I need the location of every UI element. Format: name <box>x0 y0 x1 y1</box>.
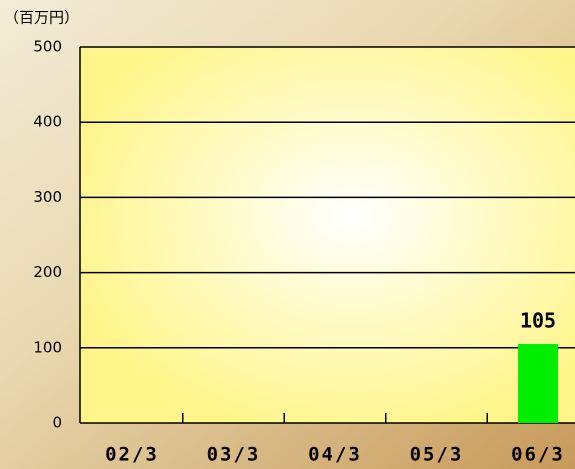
y-tick-label: 200 <box>33 263 62 281</box>
chart: （百万円） 0 100 200 300 400 500 02/3 03/3 04/3 05/3 06… <box>0 0 575 469</box>
y-tick-label: 500 <box>33 38 62 56</box>
x-tick-label: 04/3 <box>308 444 362 466</box>
plot-area <box>80 47 575 423</box>
y-tick-label: 300 <box>33 188 62 206</box>
x-tick-label: 06/3 <box>511 444 565 466</box>
bar <box>518 344 558 423</box>
x-tick-label: 05/3 <box>410 444 464 466</box>
value-label: 105 <box>520 309 556 333</box>
x-tick-label: 02/3 <box>105 444 159 466</box>
x-tick-label: 03/3 <box>207 444 261 466</box>
y-tick-label: 400 <box>33 113 62 131</box>
y-tick-label: 100 <box>33 338 62 356</box>
y-tick-label: 0 <box>52 414 62 432</box>
y-axis-label: （百万円） <box>4 9 79 27</box>
